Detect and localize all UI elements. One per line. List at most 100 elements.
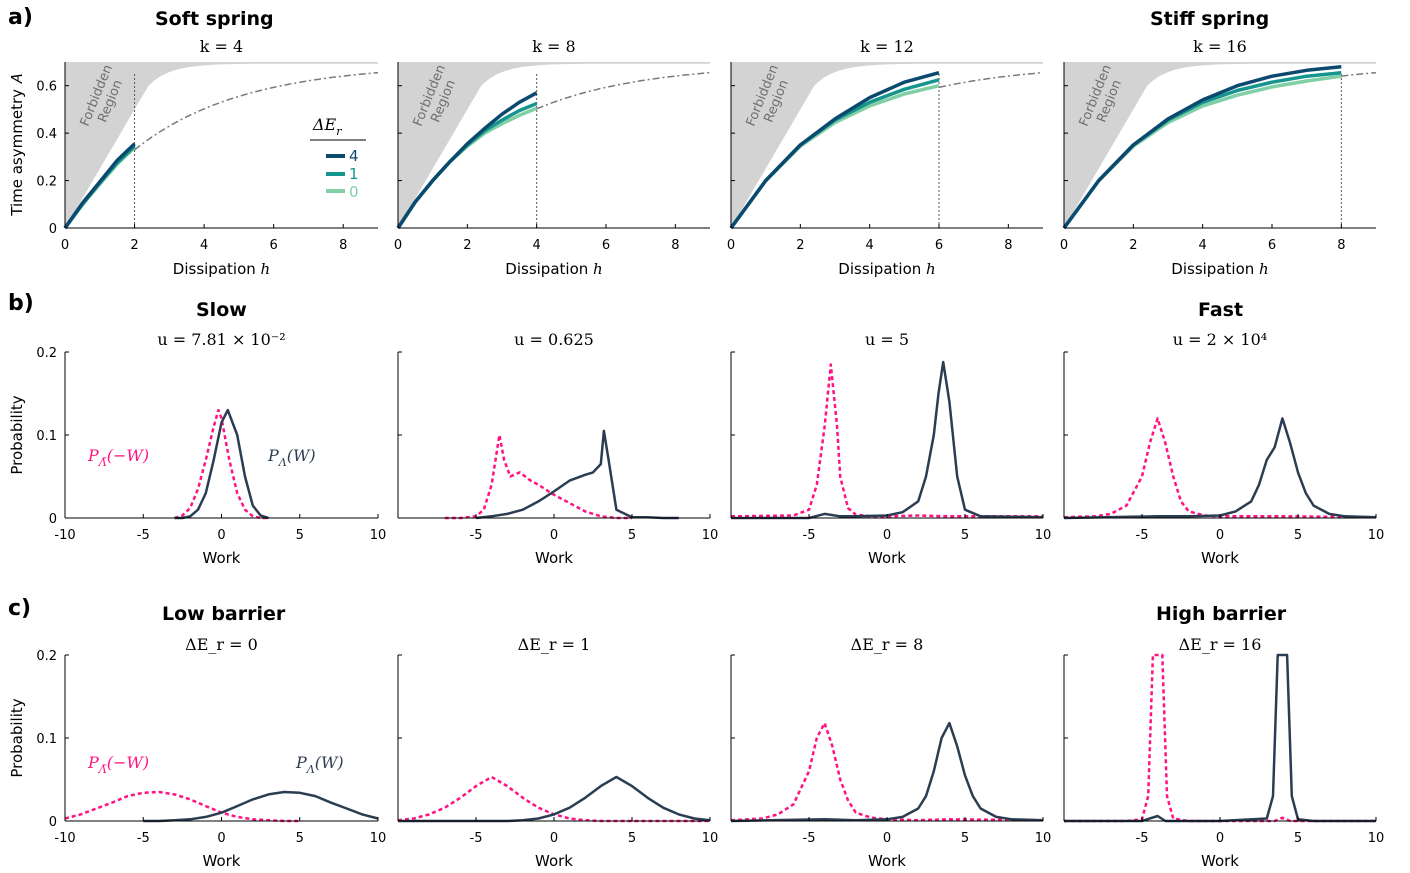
x-tick-label: -5 — [1136, 528, 1149, 543]
x-tick-label: 0 — [883, 831, 891, 846]
row-b-ylabel: Probability — [8, 395, 26, 474]
x-tick-label: 4 — [533, 238, 541, 253]
reverse-work-distribution — [174, 408, 269, 520]
forbidden-region — [398, 62, 710, 228]
x-tick-label: 10 — [702, 528, 719, 543]
reverse-work-distribution — [730, 363, 1043, 518]
y-tick-label: 0.2 — [36, 175, 57, 190]
x-tick-label: 6 — [1268, 238, 1276, 253]
x-axis-label: Work — [1201, 549, 1239, 567]
x-tick-label: 0 — [1060, 238, 1068, 253]
forward-work-distribution — [1064, 653, 1376, 823]
x-axis-label: Work — [868, 852, 906, 870]
forbidden-region-label: ForbiddenRegion — [1077, 63, 1129, 134]
forward-work-distribution — [1063, 417, 1377, 520]
x-tick-label: 10 — [1035, 528, 1052, 543]
chart-panel-7: u = 5 -5 0 5 10 Work — [730, 330, 1052, 567]
chart-title: u = 0.625 — [514, 330, 594, 349]
row-c-reverse-label: PΛ̃(−W) — [87, 753, 149, 776]
forbidden-region — [731, 62, 1043, 228]
x-tick-label: 2 — [1129, 238, 1137, 253]
x-tick-label: 6 — [270, 238, 278, 253]
chart-title: k = 8 — [532, 37, 575, 56]
x-axis-label: Work — [535, 549, 573, 567]
forward-work-distribution — [174, 408, 269, 520]
y-tick-label: 0 — [49, 512, 57, 527]
series-line-dE4 — [396, 91, 538, 229]
x-tick-label: 4 — [200, 238, 208, 253]
chart-panel-5: u = 7.81 × 10⁻² -10 -5 0 5 10 0 0.1 0.2 Work — [36, 330, 386, 567]
x-axis-label: Work — [868, 549, 906, 567]
x-tick-label: -5 — [803, 528, 816, 543]
x-tick-label: 5 — [628, 528, 636, 543]
bound-curve — [134, 71, 379, 151]
y-tick-label: 0.6 — [36, 80, 57, 95]
chart-title: ΔE_r = 16 — [1179, 635, 1262, 654]
y-tick-label: 0.1 — [36, 732, 57, 747]
chart-title: u = 5 — [865, 330, 909, 349]
x-tick-label: 2 — [130, 238, 138, 253]
x-tick-label: 5 — [1294, 528, 1302, 543]
x-tick-label: -10 — [54, 831, 75, 846]
chart-title: k = 16 — [1193, 37, 1247, 56]
row-b-forward-label: PΛ(W) — [267, 446, 316, 469]
x-tick-label: -5 — [470, 831, 483, 846]
bound-curve — [1341, 71, 1377, 77]
x-axis-label: Dissipation h — [173, 260, 270, 278]
panel-a-left-heading: Soft spring — [155, 8, 274, 30]
x-tick-label: 0 — [550, 528, 558, 543]
panel-c-left-heading: Low barrier — [162, 603, 286, 625]
forbidden-region — [65, 62, 378, 228]
x-tick-label: 0 — [550, 831, 558, 846]
x-tick-label: 10 — [1368, 528, 1385, 543]
row-b-reverse-label: PΛ̃(−W) — [87, 446, 149, 469]
x-tick-label: 10 — [370, 528, 387, 543]
x-tick-label: 10 — [370, 831, 387, 846]
chart-title: u = 2 × 10⁴ — [1173, 330, 1267, 349]
x-axis-label: Dissipation h — [838, 260, 935, 278]
x-tick-label: 10 — [702, 831, 719, 846]
chart-panel-4: k = 16 ForbiddenRegion 0 2 4 6 8 Dissipation h — [1060, 37, 1377, 278]
reverse-work-distribution — [1064, 653, 1376, 823]
panel-c-right-heading: High barrier — [1156, 603, 1287, 625]
x-tick-label: 0 — [1216, 528, 1224, 543]
chart-title: k = 12 — [860, 37, 914, 56]
chart-title: u = 7.81 × 10⁻² — [157, 330, 285, 349]
x-tick-label: -5 — [1136, 831, 1149, 846]
forbidden-region — [1064, 62, 1376, 228]
series-line-dE4 — [63, 142, 136, 230]
x-tick-label: 5 — [296, 528, 304, 543]
row-a-ylabel: Time asymmetry 𝐴 — [8, 74, 26, 217]
x-tick-label: 5 — [961, 528, 969, 543]
row-c-ylabel: Probability — [8, 698, 26, 777]
chart-panel-10: ΔE_r = 1 -5 0 5 10 Work — [397, 635, 719, 870]
x-axis-label: Work — [203, 549, 241, 567]
x-tick-label: -5 — [137, 528, 150, 543]
x-tick-label: 5 — [628, 831, 636, 846]
x-axis-label: Work — [1201, 852, 1239, 870]
panel-b-tag: b) — [8, 291, 34, 316]
x-tick-label: 5 — [1294, 831, 1302, 846]
forward-work-distribution — [398, 775, 711, 823]
x-tick-label: 0 — [61, 238, 69, 253]
x-tick-label: 6 — [602, 238, 610, 253]
series-line-dE4 — [1062, 64, 1342, 230]
y-tick-label: 0.2 — [36, 649, 57, 664]
reverse-work-distribution — [730, 721, 1044, 822]
x-tick-label: 5 — [296, 831, 304, 846]
x-tick-label: 8 — [671, 238, 679, 253]
chart-panel-11: ΔE_r = 8 -5 0 5 10 Work — [730, 635, 1051, 870]
x-tick-label: 0 — [883, 528, 891, 543]
x-tick-label: 0 — [1216, 831, 1224, 846]
x-tick-label: 4 — [866, 238, 874, 253]
chart-panel-8: u = 2 × 10⁴ -5 0 5 10 Work — [1063, 330, 1385, 567]
chart-title: ΔE_r = 8 — [851, 635, 924, 654]
chart-title: ΔE_r = 1 — [518, 635, 591, 654]
x-axis-label: Work — [535, 852, 573, 870]
reverse-work-distribution — [444, 433, 632, 520]
panel-c-tag: c) — [8, 596, 31, 621]
